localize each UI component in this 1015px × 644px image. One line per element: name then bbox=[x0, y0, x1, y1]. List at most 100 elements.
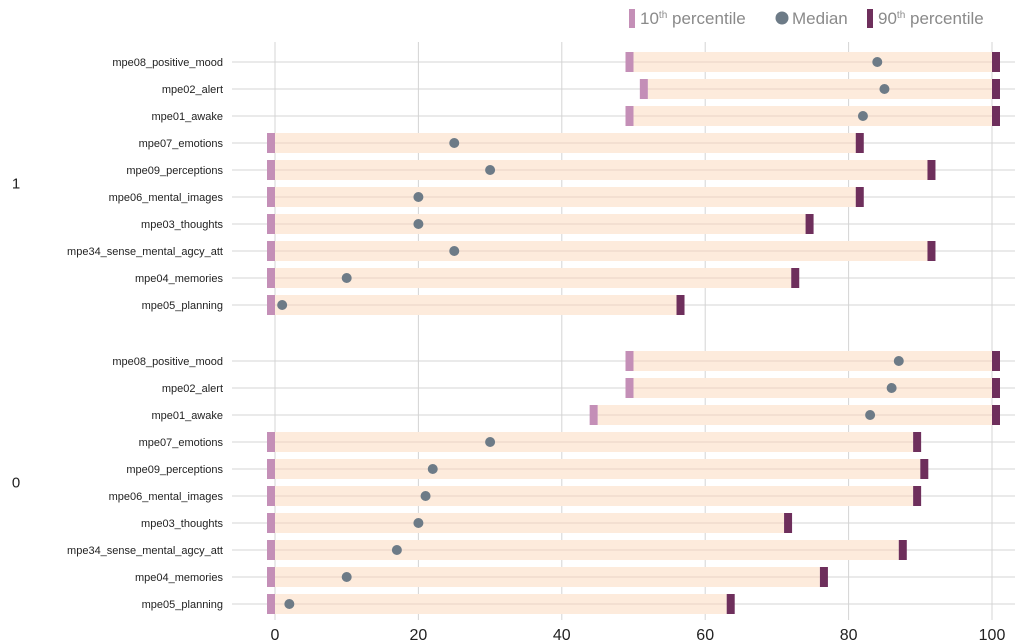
category-label: mpe08_positive_mood bbox=[112, 356, 223, 368]
category-label: mpe34_sense_mental_agcy_att bbox=[67, 246, 223, 258]
legend-median-swatch bbox=[775, 11, 789, 25]
legend-p10-swatch bbox=[629, 9, 635, 28]
p90-marker bbox=[992, 106, 1000, 126]
legend-item-median: Median bbox=[775, 9, 848, 28]
p10-marker bbox=[625, 106, 634, 126]
chart-row: mpe08_positive_mood bbox=[112, 52, 1015, 72]
chart-row: mpe34_sense_mental_agcy_att bbox=[67, 540, 1015, 560]
p90-marker bbox=[927, 241, 936, 261]
chart-row: mpe04_memories bbox=[135, 567, 1015, 587]
median-point bbox=[413, 219, 424, 229]
x-tick-label: 0 bbox=[271, 627, 280, 644]
legend-label: 90th percentile bbox=[878, 9, 984, 28]
chart-row: mpe06_mental_images bbox=[109, 486, 1015, 506]
p90-marker bbox=[855, 133, 864, 153]
median-point bbox=[893, 356, 904, 366]
p90-marker bbox=[927, 160, 936, 180]
x-tick-label: 40 bbox=[553, 627, 571, 644]
median-point bbox=[413, 518, 424, 528]
p90-marker bbox=[913, 432, 922, 452]
median-point bbox=[857, 111, 868, 121]
chart-row: mpe01_awake bbox=[151, 405, 1015, 425]
median-point bbox=[413, 192, 424, 202]
median-point bbox=[341, 572, 352, 582]
p10-marker bbox=[267, 295, 275, 315]
legend-item-p10: 10th percentile bbox=[629, 9, 746, 28]
p90-marker bbox=[855, 187, 864, 207]
chart-row: mpe03_thoughts bbox=[141, 214, 1015, 234]
category-label: mpe01_awake bbox=[151, 410, 223, 422]
median-point bbox=[420, 491, 431, 501]
category-label: mpe03_thoughts bbox=[141, 518, 223, 530]
category-label: mpe05_planning bbox=[142, 599, 223, 611]
legend-item-p90: 90th percentile bbox=[867, 9, 984, 28]
chart-row: mpe06_mental_images bbox=[109, 187, 1015, 207]
category-label: mpe05_planning bbox=[142, 300, 223, 312]
p90-marker bbox=[898, 540, 907, 560]
median-point bbox=[449, 138, 460, 148]
median-point bbox=[879, 84, 890, 94]
group-label: 0 bbox=[12, 475, 20, 492]
category-label: mpe04_memories bbox=[135, 273, 224, 285]
chart-row: mpe09_perceptions bbox=[126, 459, 1015, 479]
p10-marker bbox=[267, 486, 275, 506]
p90-marker bbox=[992, 52, 1000, 72]
category-label: mpe04_memories bbox=[135, 572, 224, 584]
chart-row: mpe03_thoughts bbox=[141, 513, 1015, 533]
median-point bbox=[341, 273, 352, 283]
chart-row: mpe02_alert bbox=[162, 378, 1015, 398]
x-tick-label: 80 bbox=[840, 627, 858, 644]
median-point bbox=[886, 383, 897, 393]
x-tick-label: 100 bbox=[979, 627, 1006, 644]
p90-marker bbox=[791, 268, 800, 288]
category-label: mpe02_alert bbox=[162, 84, 223, 96]
p10-marker bbox=[267, 459, 275, 479]
p10-marker bbox=[267, 513, 275, 533]
chart-row: mpe04_memories bbox=[135, 268, 1015, 288]
category-label: mpe01_awake bbox=[151, 111, 223, 123]
median-point bbox=[391, 545, 402, 555]
p10-marker bbox=[625, 351, 634, 371]
p10-marker bbox=[267, 214, 275, 234]
p10-marker bbox=[267, 133, 275, 153]
category-label: mpe06_mental_images bbox=[109, 192, 224, 204]
p10-marker bbox=[267, 432, 275, 452]
chart-row: mpe05_planning bbox=[142, 594, 1015, 614]
chart-row: mpe09_perceptions bbox=[126, 160, 1015, 180]
median-point bbox=[485, 165, 496, 175]
p10-marker bbox=[625, 52, 634, 72]
group-label: 1 bbox=[12, 176, 20, 193]
x-tick-label: 60 bbox=[696, 627, 714, 644]
p90-marker bbox=[819, 567, 828, 587]
legend-p90-swatch bbox=[867, 9, 873, 28]
median-point bbox=[865, 410, 876, 420]
p90-marker bbox=[913, 486, 922, 506]
median-point bbox=[872, 57, 883, 67]
chart-row: mpe08_positive_mood bbox=[112, 351, 1015, 371]
category-label: mpe06_mental_images bbox=[109, 491, 224, 503]
category-label: mpe07_emotions bbox=[139, 138, 224, 150]
median-point bbox=[284, 599, 295, 609]
p10-marker bbox=[267, 540, 275, 560]
p90-marker bbox=[784, 513, 793, 533]
p10-marker bbox=[267, 268, 275, 288]
p10-marker bbox=[267, 567, 275, 587]
p90-marker bbox=[992, 405, 1000, 425]
median-point bbox=[427, 464, 438, 474]
median-point bbox=[485, 437, 496, 447]
p90-marker bbox=[920, 459, 929, 479]
p90-marker bbox=[726, 594, 735, 614]
category-label: mpe09_perceptions bbox=[126, 464, 223, 476]
p90-marker bbox=[805, 214, 814, 234]
category-label: mpe03_thoughts bbox=[141, 219, 223, 231]
p90-marker bbox=[992, 351, 1000, 371]
chart-row: mpe34_sense_mental_agcy_att bbox=[67, 241, 1015, 261]
p90-marker bbox=[992, 79, 1000, 99]
median-point bbox=[277, 300, 288, 310]
p90-marker bbox=[992, 378, 1000, 398]
chart-row: mpe02_alert bbox=[162, 79, 1015, 99]
p90-marker bbox=[676, 295, 685, 315]
category-label: mpe09_perceptions bbox=[126, 165, 223, 177]
p10-marker bbox=[267, 594, 275, 614]
